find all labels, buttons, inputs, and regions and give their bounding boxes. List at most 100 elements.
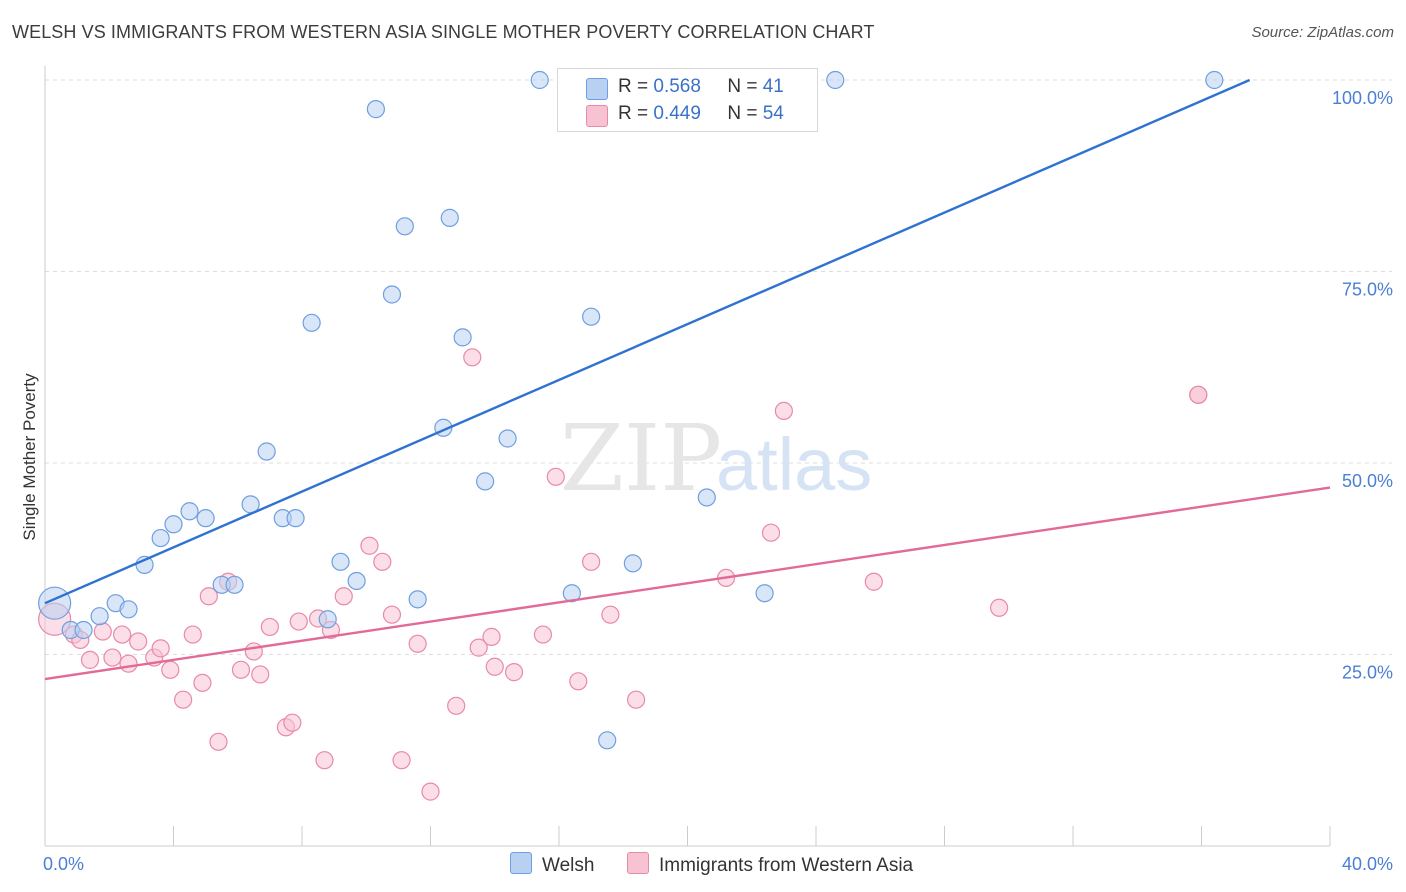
immigrants-point-7 xyxy=(119,654,138,673)
r-label: R = xyxy=(618,103,649,124)
immigrants-point-30 xyxy=(373,552,392,571)
welsh-point-0 xyxy=(38,586,72,620)
welsh-point-32 xyxy=(582,307,601,326)
welsh-point-7 xyxy=(151,528,170,548)
immigrants-swatch xyxy=(586,105,608,127)
immigrants-trend-line xyxy=(44,486,1331,681)
welsh-point-19 xyxy=(331,552,350,571)
axes xyxy=(44,66,1331,847)
welsh-point-29 xyxy=(498,429,517,448)
immigrants-point-49 xyxy=(774,401,793,421)
welsh-point-8 xyxy=(164,515,183,534)
immigrants-point-53 xyxy=(1189,385,1208,404)
y-tick-label-1: 50.0% xyxy=(1342,471,1393,491)
immigrants-point-6 xyxy=(112,625,132,644)
watermark-atlas: atlas xyxy=(716,423,872,506)
immigrants-legend-swatch xyxy=(627,852,649,874)
immigrants-point-16 xyxy=(209,732,228,751)
x-tick-label-1: 40.0% xyxy=(1342,854,1393,874)
immigrants-point-35 xyxy=(447,696,466,715)
immigrants-point-8 xyxy=(129,632,148,651)
immigrants-point-10 xyxy=(151,639,170,658)
immigrants-point-28 xyxy=(334,587,353,606)
welsh-point-9 xyxy=(180,502,199,521)
welsh-point-30 xyxy=(530,70,549,90)
immigrants-point-37 xyxy=(469,638,488,657)
watermark-zip: ZIP xyxy=(560,405,722,512)
welsh-point-34 xyxy=(623,554,642,573)
y-tick-label-3: 100.0% xyxy=(1332,88,1393,108)
immigrants-point-12 xyxy=(174,690,193,709)
immigrants-point-32 xyxy=(392,751,411,770)
welsh-point-17 xyxy=(302,313,321,332)
immigrants-point-34 xyxy=(421,782,440,801)
chart-title: WELSH VS IMMIGRANTS FROM WESTERN ASIA SI… xyxy=(12,22,875,42)
immigrants-point-36 xyxy=(463,348,482,367)
welsh-point-23 xyxy=(395,217,414,236)
welsh-point-2 xyxy=(74,620,93,640)
immigrants-point-31 xyxy=(382,605,402,624)
welsh-point-24 xyxy=(408,590,427,609)
immigrants-point-24 xyxy=(289,612,308,631)
welsh-trend-line xyxy=(44,78,1251,605)
welsh-point-26 xyxy=(440,208,459,227)
y-tick-label-0: 25.0% xyxy=(1342,663,1393,683)
immigrants-point-46 xyxy=(626,690,646,709)
immigrants-point-14 xyxy=(193,673,212,692)
welsh-point-40 xyxy=(1205,70,1224,90)
trend-lines xyxy=(44,78,1331,681)
welsh-point-5 xyxy=(119,600,138,619)
welsh-point-10 xyxy=(196,509,215,528)
immigrants-point-48 xyxy=(761,523,781,542)
immigrants-legend-label: Immigrants from Western Asia xyxy=(659,855,914,876)
welsh-point-21 xyxy=(366,100,385,119)
immigrants-point-21 xyxy=(260,617,279,637)
immigrants-point-33 xyxy=(408,634,427,653)
welsh-point-14 xyxy=(257,442,276,461)
r-label: R = xyxy=(618,76,649,97)
immigrants-point-41 xyxy=(533,625,553,644)
welsh-point-18 xyxy=(318,610,337,629)
immigrants-point-4 xyxy=(93,622,112,641)
immigrants-point-29 xyxy=(360,536,379,555)
welsh-point-3 xyxy=(90,607,109,626)
immigrants-point-50 xyxy=(864,572,883,591)
welsh-swatch xyxy=(586,78,608,100)
series-welsh-points xyxy=(38,70,1224,750)
immigrants-point-19 xyxy=(244,642,263,661)
immigrants-point-26 xyxy=(315,751,334,770)
legend-item-immigrants: Immigrants from Western Asia xyxy=(627,852,913,877)
welsh-point-16 xyxy=(286,509,305,528)
welsh-point-39 xyxy=(826,70,845,90)
welsh-point-36 xyxy=(697,488,716,507)
immigrants-point-51 xyxy=(990,598,1009,617)
welsh-point-33 xyxy=(598,731,617,750)
immigrants-point-45 xyxy=(601,605,620,624)
immigrants-r-value: 0.449 xyxy=(653,103,701,124)
welsh-point-31 xyxy=(562,584,581,603)
legend-item-welsh: Welsh xyxy=(510,852,594,877)
source-label: Source: ZipAtlas.com xyxy=(1251,24,1394,41)
immigrants-point-18 xyxy=(231,660,251,679)
welsh-legend-swatch xyxy=(510,852,532,874)
immigrants-point-11 xyxy=(161,660,180,679)
immigrants-point-13 xyxy=(183,625,202,644)
gridlines xyxy=(45,79,1392,655)
welsh-point-38 xyxy=(755,584,774,603)
immigrants-point-44 xyxy=(582,552,601,571)
immigrants-point-23 xyxy=(283,713,302,732)
immigrants-point-15 xyxy=(199,587,218,606)
x-tick-label-0: 0.0% xyxy=(43,854,84,874)
welsh-r-value: 0.568 xyxy=(653,76,701,97)
welsh-point-28 xyxy=(476,472,495,491)
stats-legend: R = 0.568 N = 41 R = 0.449 N = 54 xyxy=(557,68,818,132)
immigrants-point-5 xyxy=(103,648,122,667)
welsh-point-22 xyxy=(382,285,402,304)
welsh-point-12 xyxy=(225,575,244,594)
n-label: N = xyxy=(727,76,758,97)
immigrants-point-39 xyxy=(485,657,504,676)
welsh-legend-label: Welsh xyxy=(542,855,595,876)
welsh-point-27 xyxy=(453,328,472,347)
immigrants-point-40 xyxy=(504,663,524,682)
